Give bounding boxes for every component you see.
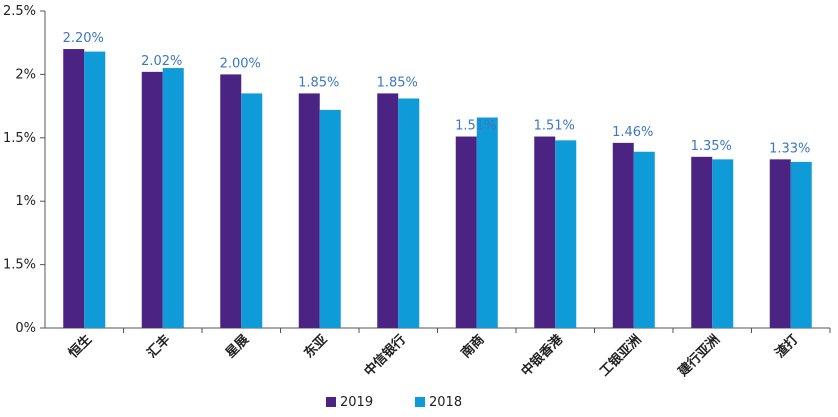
legend-swatch-2018 [415, 397, 425, 407]
category-label-group: 建行亚洲 [675, 332, 723, 380]
data-label: 2.00% [220, 56, 261, 71]
legend-label-2019: 2019 [340, 395, 373, 410]
y-tick-label: 1.5% [3, 258, 36, 273]
bar-2019-10 [769, 159, 791, 328]
bar-2018-4 [319, 109, 341, 329]
y-tick-label: 1.5% [3, 131, 36, 146]
category-label-group: 东亚 [301, 332, 331, 362]
data-label: 1.51% [534, 119, 575, 134]
category-label: 渣打 [772, 332, 802, 362]
bar-2019-9 [691, 156, 713, 328]
bar-2018-10 [790, 161, 812, 328]
category-label: 中信银行 [361, 332, 409, 380]
category-label: 中银香港 [518, 331, 567, 380]
legend-swatch-2019 [326, 397, 336, 407]
data-label: 1.85% [298, 75, 339, 90]
bar-2018-7 [555, 140, 577, 328]
bar-2018-5 [398, 98, 420, 328]
category-label-group: 恒生 [65, 332, 95, 362]
legend: 2019 2018 [326, 395, 462, 410]
bar-2018-9 [712, 159, 734, 328]
category-label: 星展 [223, 332, 253, 362]
bar-2019-5 [377, 93, 399, 328]
bar-2019-3 [220, 74, 242, 329]
y-tick-label: 2% [15, 67, 36, 82]
bar-2018-3 [241, 93, 263, 328]
bar-2018-6 [476, 117, 498, 329]
bar-2019-8 [612, 142, 634, 328]
bar-2018-8 [633, 151, 655, 328]
category-label-group: 南商 [458, 332, 488, 362]
category-label: 恒生 [65, 332, 95, 362]
category-label-group: 渣打 [772, 332, 802, 362]
category-label-group: 工银亚洲 [596, 332, 644, 380]
bar-2019-1 [63, 49, 85, 328]
data-label: 1.35% [691, 139, 732, 154]
category-label: 工银亚洲 [596, 332, 644, 380]
y-tick-label: 2.5% [3, 4, 36, 19]
category-label: 汇丰 [144, 332, 174, 362]
category-label-group: 汇丰 [144, 332, 174, 362]
bar-2019-6 [455, 136, 477, 328]
category-label-group: 中银香港 [518, 331, 567, 380]
data-label: 1.46% [612, 125, 653, 140]
bars [63, 49, 812, 329]
category-label-group: 星展 [223, 332, 253, 362]
bar-2019-7 [534, 136, 556, 328]
bar-2018-1 [84, 51, 106, 329]
y-tick-label: 1% [15, 194, 36, 209]
y-tick-label: 0% [15, 321, 36, 336]
category-labels: 恒生 汇丰 星展 东亚 中信银行 南商 中银香港 工银亚洲 建行亚洲 渣打 [65, 331, 801, 380]
data-label: 1.85% [377, 75, 418, 90]
data-labels: 2.20% 2.02% 2.00% 1.85% 1.85% 1.51% 1.51% 1.46%… [63, 31, 811, 156]
data-label: 1.33% [769, 141, 810, 156]
category-label-group: 中信银行 [361, 332, 409, 380]
data-label: 2.02% [141, 54, 182, 69]
data-label: 2.20% [63, 31, 104, 46]
bar-2019-4 [298, 93, 320, 328]
category-label: 南商 [458, 332, 488, 362]
bar-2018-2 [162, 68, 184, 328]
category-label: 东亚 [301, 332, 331, 362]
bar-2019-2 [141, 71, 163, 328]
data-label: 1.51% [455, 119, 496, 134]
legend-label-2018: 2018 [429, 395, 462, 410]
category-label: 建行亚洲 [675, 332, 723, 380]
